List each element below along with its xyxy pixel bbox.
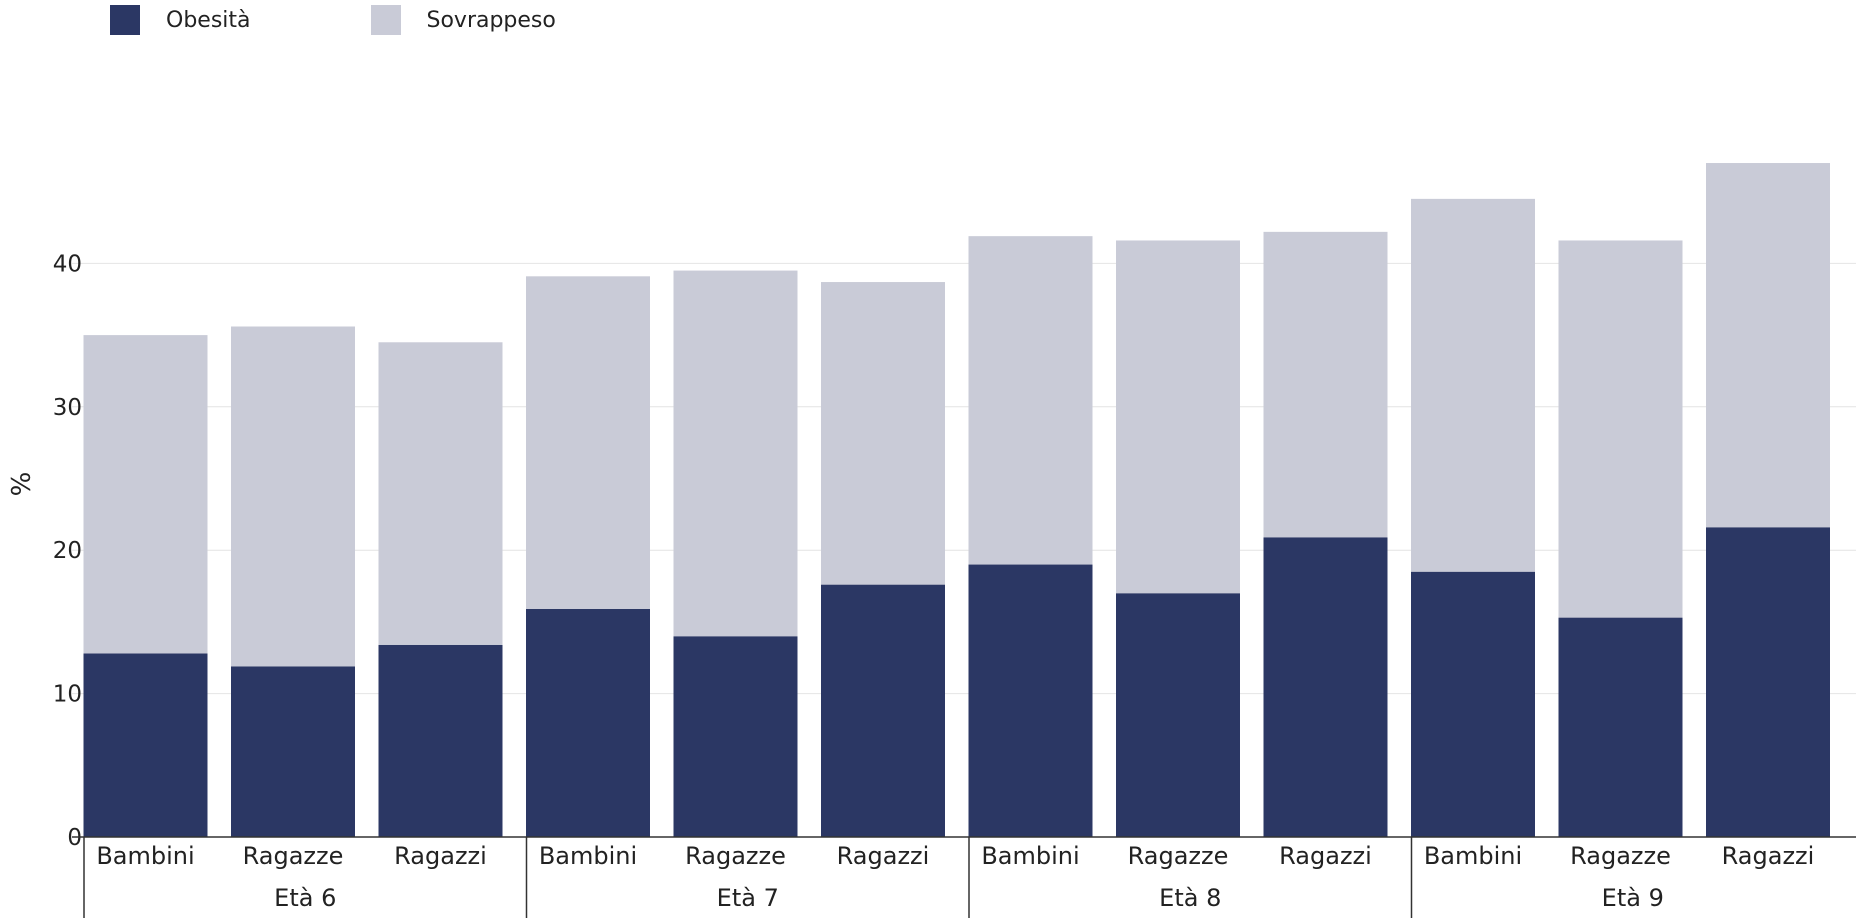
bar-sovrappeso-5	[821, 282, 945, 585]
x-category-label-4: Ragazze	[685, 842, 786, 870]
bar-obesita-2	[378, 644, 503, 837]
legend-item-sovrappeso[interactable]: Sovrappeso	[370, 5, 556, 35]
x-group-label-1: Età 7	[717, 884, 779, 912]
bar-sovrappeso-0	[83, 335, 208, 654]
bar-obesita-11	[1706, 527, 1830, 837]
bar-obesita-9	[1411, 571, 1535, 837]
bar-obesita-4	[673, 636, 798, 837]
bars	[83, 163, 1830, 837]
bar-obesita-5	[821, 584, 945, 837]
x-group-label-0: Età 6	[274, 884, 336, 912]
x-category-label-7: Ragazze	[1128, 842, 1229, 870]
y-tick-label-10: 10	[53, 682, 82, 708]
bar-sovrappeso-10	[1558, 240, 1683, 618]
x-category-label-11: Ragazzi	[1722, 842, 1815, 870]
x-category-label-0: Bambini	[96, 842, 194, 870]
y-axis-label: %	[7, 472, 37, 497]
x-category-label-1: Ragazze	[243, 842, 344, 870]
x-category-label-2: Ragazzi	[394, 842, 487, 870]
legend-item-obesita[interactable]: Obesità	[110, 5, 251, 35]
bar-sovrappeso-1	[231, 326, 355, 667]
bar-sovrappeso-11	[1706, 163, 1830, 528]
legend-swatch-sovrappeso	[370, 5, 401, 35]
legend-label-sovrappeso: Sovrappeso	[426, 7, 556, 33]
y-tick-label-30: 30	[53, 395, 82, 421]
y-tick-label-40: 40	[53, 251, 82, 277]
bar-obesita-1	[231, 666, 355, 837]
bar-sovrappeso-3	[526, 276, 650, 609]
x-category-label-3: Bambini	[539, 842, 637, 870]
x-group-label-2: Età 8	[1159, 884, 1221, 912]
legend: Obesità Sovrappeso	[110, 5, 676, 35]
bar-obesita-6	[968, 564, 1093, 837]
bar-sovrappeso-4	[673, 270, 798, 637]
x-group-label-3: Età 9	[1602, 884, 1664, 912]
x-category-label-9: Bambini	[1424, 842, 1522, 870]
bar-sovrappeso-6	[968, 236, 1093, 565]
bar-obesita-7	[1116, 593, 1240, 837]
bar-obesita-8	[1263, 537, 1388, 837]
y-tick-label-20: 20	[53, 538, 82, 564]
bar-obesita-3	[526, 608, 650, 837]
x-category-label-6: Bambini	[981, 842, 1079, 870]
bar-sovrappeso-8	[1263, 231, 1388, 538]
bar-sovrappeso-9	[1411, 198, 1535, 572]
legend-swatch-obesita	[110, 5, 140, 35]
x-category-label-5: Ragazzi	[837, 842, 930, 870]
bar-sovrappeso-2	[378, 342, 503, 645]
legend-label-obesita: Obesità	[166, 7, 251, 33]
x-category-label-8: Ragazzi	[1279, 842, 1372, 870]
x-category-label-10: Ragazze	[1570, 842, 1671, 870]
y-tick-label-0: 0	[67, 825, 82, 851]
axes: 0 10 20 30 40 Bambini Ragazze Ragazzi Bambini Rag…	[53, 251, 1856, 918]
bar-obesita-0	[83, 653, 208, 837]
bar-sovrappeso-7	[1116, 240, 1240, 594]
bar-obesita-10	[1558, 617, 1683, 837]
